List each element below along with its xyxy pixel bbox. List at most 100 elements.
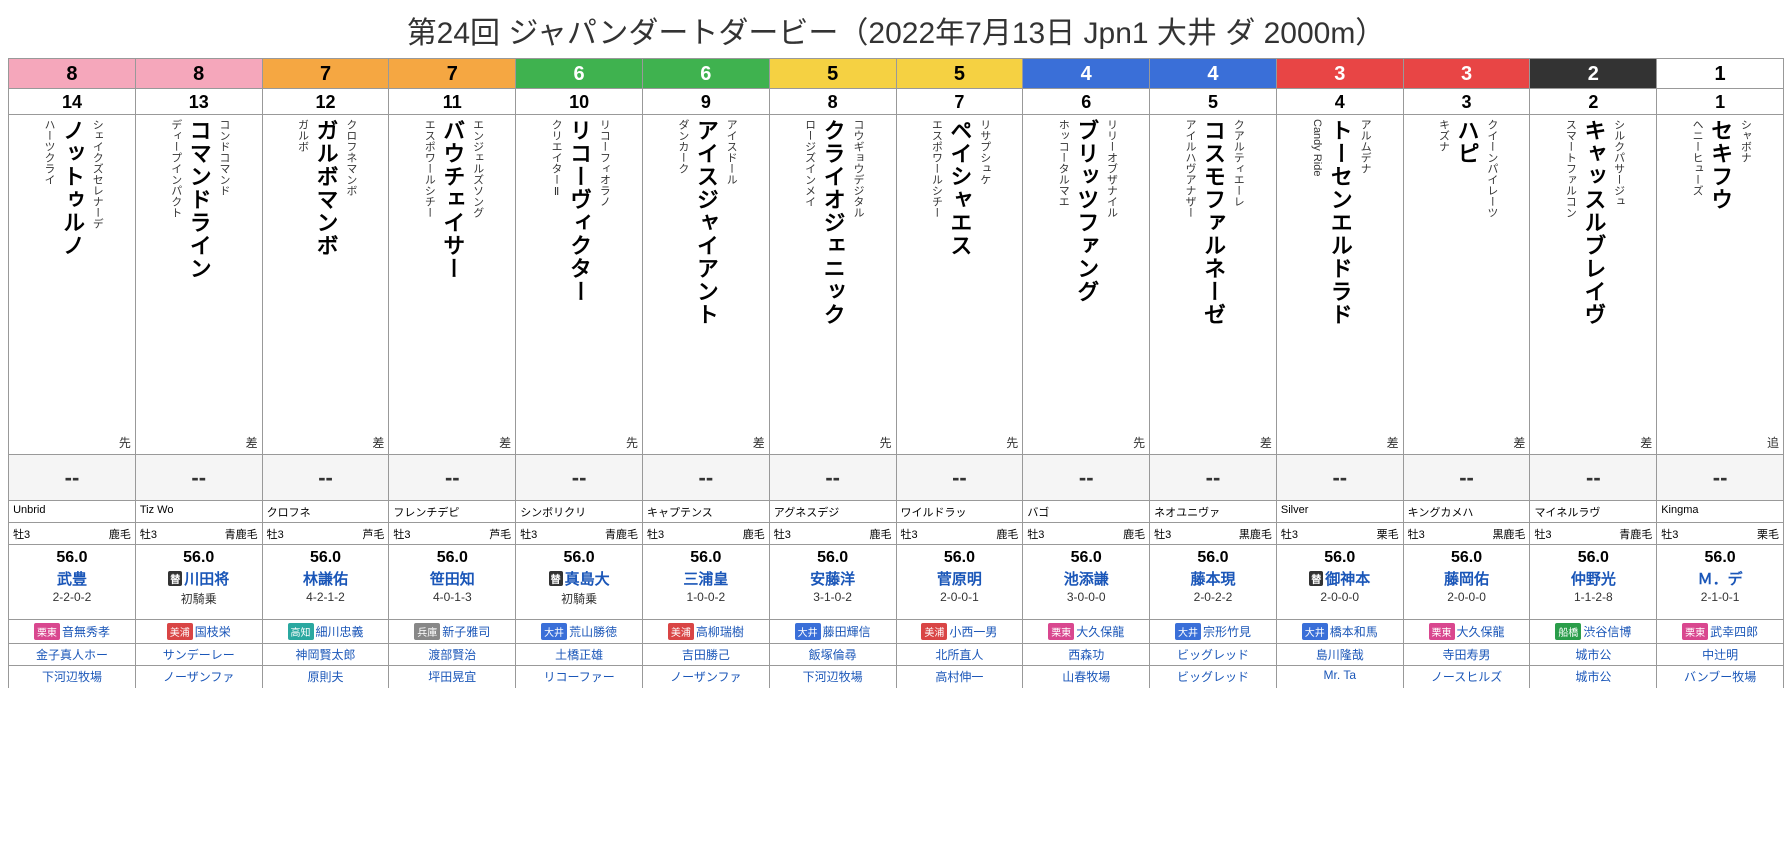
- trainer[interactable]: 美浦小西一男: [897, 620, 1023, 644]
- breeder[interactable]: 山春牧場: [1023, 666, 1149, 688]
- horse-name[interactable]: ノットゥルノ: [56, 119, 88, 450]
- horse-name[interactable]: コスモファルネーゼ: [1197, 119, 1229, 450]
- owner[interactable]: 北所直人: [897, 644, 1023, 666]
- owner[interactable]: 島川隆哉: [1277, 644, 1403, 666]
- horse-column: 58ロージズインメイクライオジェニックコウギョウデジタル先--アグネスデジ牡3鹿…: [770, 59, 897, 688]
- jockey-name[interactable]: 安藤洋: [770, 568, 896, 589]
- horse-column: 814ハーツクライノットゥルノシェイクズセレナーデ先--Unbrid牡3鹿毛56…: [9, 59, 136, 688]
- owner[interactable]: 吉田勝己: [643, 644, 769, 666]
- jockey-name[interactable]: 藤本現: [1150, 568, 1276, 589]
- trainer[interactable]: 栗東大久保龍: [1404, 620, 1530, 644]
- horse-name[interactable]: トーセンエルドラド: [1324, 119, 1356, 450]
- broodmare-sire: バゴ: [1023, 501, 1149, 523]
- breeder[interactable]: リコーファー: [516, 666, 642, 688]
- owner[interactable]: 中辻明: [1657, 644, 1783, 666]
- breeder[interactable]: 高村伸一: [897, 666, 1023, 688]
- jockey-name[interactable]: 替御神本: [1277, 568, 1403, 589]
- horse-name[interactable]: ハピ: [1451, 119, 1483, 450]
- run-style: 差: [372, 434, 384, 451]
- jockey-name[interactable]: 仲野光: [1530, 568, 1656, 589]
- horse-name[interactable]: アイスジャイアント: [690, 119, 722, 450]
- weight: 56.0: [897, 549, 1023, 567]
- horse-name[interactable]: ブリッツファング: [1070, 119, 1102, 450]
- jockey-name[interactable]: 池添謙: [1023, 568, 1149, 589]
- breeder[interactable]: ノーザンファ: [136, 666, 262, 688]
- horse-column: 711エスポワールシチーバウチェイサーエンジェルズソング差--フレンチデピ牡3芦…: [389, 59, 516, 688]
- jockey-name[interactable]: 菅原明: [897, 568, 1023, 589]
- odds-cell: --: [9, 455, 135, 501]
- owner[interactable]: 神岡賢太郎: [263, 644, 389, 666]
- horse-name[interactable]: キャッスルブレイヴ: [1577, 119, 1609, 450]
- trainer[interactable]: 船橋渋谷信博: [1530, 620, 1656, 644]
- odds-cell: --: [1150, 455, 1276, 501]
- jockey-record: 2-0-0-0: [1277, 590, 1403, 604]
- horse-name[interactable]: ガルボマンボ: [310, 119, 342, 450]
- breeder[interactable]: ノースヒルズ: [1404, 666, 1530, 688]
- horse-name[interactable]: バウチェイサー: [436, 119, 468, 450]
- weight-jockey: 56.0林謙佑4-2-1-2: [263, 545, 389, 620]
- breeder[interactable]: ノーザンファ: [643, 666, 769, 688]
- breeder[interactable]: 坪田晃宜: [389, 666, 515, 688]
- breeder[interactable]: Mr. Ta: [1277, 666, 1403, 688]
- name-box: ダンカークアイスジャイアントアイスドール差: [643, 115, 769, 455]
- dam-line: クロフネマンボ: [344, 119, 358, 450]
- age-coat: 牡3栗毛: [1657, 523, 1783, 545]
- owner[interactable]: ビッグレッド: [1150, 644, 1276, 666]
- horse-name[interactable]: ペイシャエス: [943, 119, 975, 450]
- name-box: キズナハピクイーンパイレーツ差: [1404, 115, 1530, 455]
- trainer[interactable]: 美浦高柳瑞樹: [643, 620, 769, 644]
- breeder[interactable]: 城市公: [1530, 666, 1656, 688]
- owner[interactable]: 西森功: [1023, 644, 1149, 666]
- run-style: 差: [1513, 434, 1525, 451]
- age-coat: 牡3鹿毛: [643, 523, 769, 545]
- jockey-name[interactable]: 替川田将: [136, 568, 262, 589]
- trainer[interactable]: 大井橋本和馬: [1277, 620, 1403, 644]
- horse-name[interactable]: コマンドライン: [183, 119, 215, 450]
- weight-jockey: 56.0替川田将初騎乗: [136, 545, 262, 620]
- trainer[interactable]: 美浦国枝栄: [136, 620, 262, 644]
- owner[interactable]: サンデーレー: [136, 644, 262, 666]
- owner[interactable]: 渡部賢治: [389, 644, 515, 666]
- breeder[interactable]: 原則夫: [263, 666, 389, 688]
- odds-cell: --: [1530, 455, 1656, 501]
- trainer[interactable]: 高知細川忠義: [263, 620, 389, 644]
- breeder[interactable]: 下河辺牧場: [770, 666, 896, 688]
- jockey-name[interactable]: 笹田知: [389, 568, 515, 589]
- owner[interactable]: 城市公: [1530, 644, 1656, 666]
- trainer[interactable]: 大井藤田輝信: [770, 620, 896, 644]
- sire-line: Candy Ride: [1309, 119, 1323, 450]
- age-coat: 牡3青鹿毛: [516, 523, 642, 545]
- horse-number: 11: [389, 89, 515, 115]
- jockey-record: 2-2-0-2: [9, 590, 135, 604]
- weight-jockey: 56.0Ｍ．デ2-1-0-1: [1657, 545, 1783, 620]
- owner[interactable]: 飯塚倫尋: [770, 644, 896, 666]
- trainer[interactable]: 大井宗形竹見: [1150, 620, 1276, 644]
- trainer[interactable]: 大井荒山勝徳: [516, 620, 642, 644]
- trainer[interactable]: 栗東音無秀孝: [9, 620, 135, 644]
- trainer[interactable]: 栗東大久保龍: [1023, 620, 1149, 644]
- owner[interactable]: 金子真人ホー: [9, 644, 135, 666]
- owner[interactable]: 寺田寿男: [1404, 644, 1530, 666]
- jockey-name[interactable]: 三浦皇: [643, 568, 769, 589]
- jockey-name[interactable]: 武豊: [9, 568, 135, 589]
- age-coat: 牡3鹿毛: [1023, 523, 1149, 545]
- jockey-name[interactable]: 藤岡佑: [1404, 568, 1530, 589]
- jockey-name[interactable]: 林謙佑: [263, 568, 389, 589]
- run-style: 先: [626, 434, 638, 451]
- horse-number: 13: [136, 89, 262, 115]
- breeder[interactable]: バンブー牧場: [1657, 666, 1783, 688]
- jockey-name[interactable]: Ｍ．デ: [1657, 568, 1783, 589]
- waku-number: 6: [516, 59, 642, 89]
- horse-name[interactable]: クライオジェニック: [817, 119, 849, 450]
- horse-name[interactable]: リコーヴィクター: [563, 119, 595, 450]
- breeder[interactable]: 下河辺牧場: [9, 666, 135, 688]
- trainer[interactable]: 栗東武幸四郎: [1657, 620, 1783, 644]
- jockey-record: 2-0-0-1: [897, 590, 1023, 604]
- broodmare-sire: Silver: [1277, 501, 1403, 523]
- horse-name[interactable]: セキフウ: [1704, 119, 1736, 450]
- horse-number: 4: [1277, 89, 1403, 115]
- trainer[interactable]: 兵庫新子雅司: [389, 620, 515, 644]
- breeder[interactable]: ビッグレッド: [1150, 666, 1276, 688]
- jockey-name[interactable]: 替真島大: [516, 568, 642, 589]
- owner[interactable]: 土橋正雄: [516, 644, 642, 666]
